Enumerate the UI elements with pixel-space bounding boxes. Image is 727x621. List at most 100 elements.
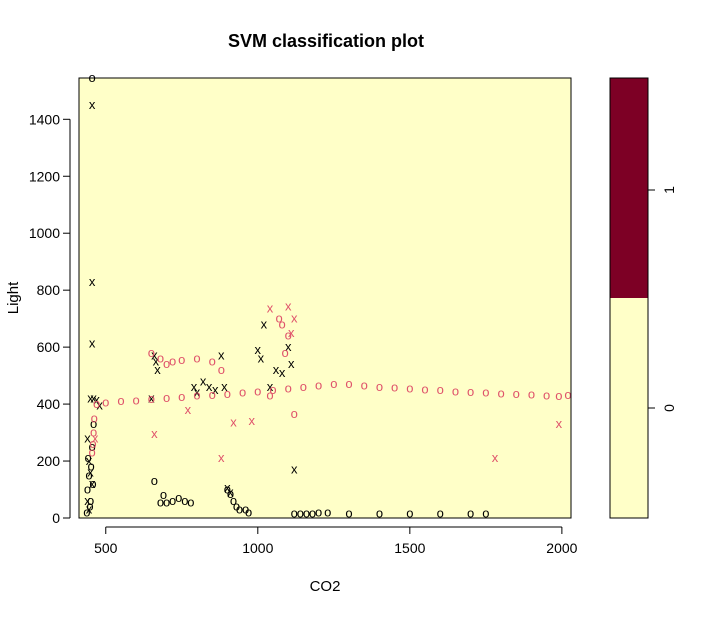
point-o-marker: o [482, 506, 489, 521]
point-o-marker: o [421, 381, 428, 396]
point-o-marker: o [437, 382, 444, 397]
point-x-marker: x [151, 348, 158, 363]
point-o-marker: o [233, 499, 240, 514]
point-o-marker: o [330, 376, 337, 391]
point-o-marker: o [437, 506, 444, 521]
point-o-marker: o [83, 504, 90, 519]
point-o-marker: o [88, 459, 95, 474]
point-o-marker: o [85, 467, 92, 482]
colorbar-frame [609, 77, 649, 519]
point-o-marker: o [406, 380, 413, 395]
point-o-marker: o [84, 482, 91, 497]
point-x-marker: x [84, 493, 91, 508]
point-o-marker: o [452, 383, 459, 398]
point-x-marker: x [90, 390, 97, 405]
chart-title: SVM classification plot [228, 31, 424, 51]
point-o-marker: o [88, 439, 95, 454]
decision-region-class-0 [79, 78, 571, 518]
point-o-marker: o [543, 388, 550, 403]
point-o-marker: o [193, 351, 200, 366]
point-x-marker: x [227, 484, 234, 499]
point-o-marker: o [254, 383, 261, 398]
point-o-marker: o [324, 504, 331, 519]
x-tick-label: 2000 [546, 540, 577, 556]
x-axis: 500 1000 1500 2000 [94, 526, 578, 556]
point-o-marker: o [224, 386, 231, 401]
point-o-marker: o [297, 506, 304, 521]
point-o-marker: o [269, 382, 276, 397]
point-o-marker: o [87, 493, 94, 508]
point-x-marker: x [291, 311, 298, 326]
point-x-marker: x [492, 450, 499, 465]
point-o-marker: o [148, 391, 155, 406]
point-x-marker: x [185, 402, 192, 417]
point-o-marker: o [160, 487, 167, 502]
point-x-marker: x [255, 342, 262, 357]
y-tick-label: 1200 [29, 168, 60, 184]
point-o-marker: o [242, 501, 249, 516]
point-o-marker: o [482, 385, 489, 400]
point-o-marker: o [178, 352, 185, 367]
point-x-marker: x [84, 430, 91, 445]
point-o-marker: o [89, 476, 96, 491]
point-o-marker: o [163, 390, 170, 405]
point-x-marker: x [212, 382, 219, 397]
point-o-marker: o [93, 396, 100, 411]
point-x-marker: x [151, 426, 158, 441]
point-x-marker: x [191, 379, 198, 394]
point-o-marker: o [157, 494, 164, 509]
point-o-marker: o [148, 345, 155, 360]
point-o-marker: o [90, 416, 97, 431]
point-o-marker: o [151, 473, 158, 488]
point-o-marker: o [376, 379, 383, 394]
point-o-marker: o [279, 316, 286, 331]
point-o-marker: o [175, 490, 182, 505]
x-tick-label: 1000 [242, 540, 273, 556]
point-o-marker: o [85, 450, 92, 465]
y-tick-label: 800 [37, 282, 61, 298]
y-axis: 0 200 400 600 800 1000 1200 1400 [29, 111, 71, 526]
point-x-marker: x [89, 476, 96, 491]
point-o-marker: o [169, 353, 176, 368]
point-x-marker: x [285, 299, 292, 314]
point-o-marker: o [209, 353, 216, 368]
point-x-marker: x [89, 97, 96, 112]
point-x-marker: x [556, 416, 563, 431]
point-x-marker: x [86, 453, 93, 468]
y-tick-label: 200 [37, 453, 61, 469]
y-axis-label: Light [5, 281, 22, 314]
point-o-marker: o [497, 386, 504, 401]
point-o-marker: o [86, 499, 93, 514]
point-o-marker: o [528, 387, 535, 402]
point-o-marker: o [361, 378, 368, 393]
point-x-marker: x [218, 348, 225, 363]
point-x-marker: x [87, 464, 94, 479]
point-x-marker: x [285, 339, 292, 354]
point-o-marker: o [169, 493, 176, 508]
point-x-marker: x [221, 379, 228, 394]
point-o-marker: o [224, 482, 231, 497]
point-x-marker: x [288, 325, 295, 340]
point-o-marker: o [315, 504, 322, 519]
colorbar-label: 0 [661, 404, 677, 412]
point-x-marker: x [86, 501, 93, 516]
point-x-marker: x [153, 353, 160, 368]
point-o-marker: o [406, 506, 413, 521]
point-o-marker: o [282, 345, 289, 360]
plot-frame [78, 77, 572, 519]
point-x-marker: x [288, 356, 295, 371]
x-tick-label: 1500 [394, 540, 425, 556]
point-o-marker: o [181, 493, 188, 508]
point-o-marker: o [513, 386, 520, 401]
y-tick-label: 600 [37, 339, 61, 355]
point-x-marker: x [87, 390, 94, 405]
point-x-marker: x [154, 362, 161, 377]
point-x-marker: x [200, 373, 207, 388]
point-o-marker: o [178, 389, 185, 404]
y-tick-label: 0 [52, 510, 60, 526]
point-x-marker: x [89, 336, 96, 351]
point-x-marker: x [230, 415, 237, 430]
